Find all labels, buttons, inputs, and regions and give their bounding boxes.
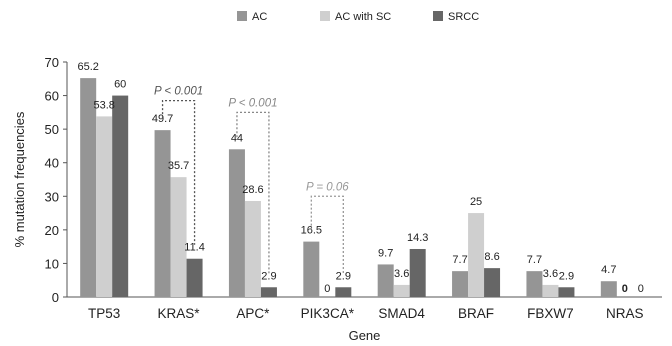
legend-swatch-2: [433, 11, 443, 21]
bar-0-3: [303, 241, 320, 297]
data-label-2-0: 60: [114, 79, 126, 91]
data-label-1-7: 0: [622, 283, 628, 295]
p-value-label-0: P < 0.001: [154, 86, 203, 98]
bar-1-5: [468, 213, 485, 297]
y-tick-label-70: 70: [45, 55, 59, 70]
data-label-0-5: 7.7: [452, 254, 467, 266]
y-tick-label-20: 20: [45, 223, 59, 238]
x-tick-label-4: SMAD4: [378, 306, 425, 321]
x-tick-label-1: KRAS*: [158, 306, 201, 321]
y-tick-label-10: 10: [45, 256, 59, 271]
y-tick-label-60: 60: [45, 89, 59, 104]
data-label-1-3: 0: [324, 283, 330, 295]
data-label-1-2: 28.6: [242, 184, 263, 196]
data-label-0-7: 4.7: [601, 264, 616, 276]
bars: [80, 78, 617, 297]
bar-1-2: [244, 200, 261, 297]
bar-1-0: [96, 116, 113, 297]
bar-1-4: [393, 284, 410, 297]
bar-2-1: [186, 258, 203, 297]
bar-0-0: [80, 78, 97, 297]
bar-2-0: [112, 95, 129, 297]
data-label-1-6: 3.6: [543, 268, 558, 280]
legend-swatch-0: [237, 11, 247, 21]
bar-1-6: [542, 284, 559, 297]
data-label-1-5: 25: [470, 196, 482, 208]
x-tick-label-6: FBXW7: [527, 306, 574, 321]
bar-2-5: [484, 268, 501, 297]
p-value-label-2: P = 0.06: [306, 181, 349, 193]
data-label-0-0: 65.2: [77, 61, 98, 73]
bar-0-6: [526, 271, 543, 297]
data-label-0-1: 49.7: [152, 113, 173, 125]
bar-2-2: [260, 287, 277, 297]
x-tick-label-3: PIK3CA*: [301, 306, 355, 321]
data-labels: 65.2 49.7 44 16.5 9.7 7.7 7.7 4.7 53.8 35.7 28.6 0 3…: [77, 61, 643, 295]
data-label-2-2: 2.9: [261, 270, 276, 282]
bar-2-4: [409, 248, 426, 297]
bar-0-1: [154, 130, 171, 297]
x-tick-label-7: NRAS: [606, 306, 644, 321]
x-tick-label-0: TP53: [88, 306, 120, 321]
data-label-0-6: 7.7: [527, 254, 542, 266]
data-label-2-4: 14.3: [407, 232, 428, 244]
data-label-1-0: 53.8: [93, 99, 114, 111]
legend-label-2: SRCC: [448, 11, 479, 23]
data-label-2-7: 0: [638, 283, 644, 295]
axes: 0 10 20 30 40 50 60 70 TP53 KRAS* APC* PIK3CA* SMAD4…: [45, 55, 662, 321]
sig-bracket-1: [236, 111, 270, 274]
bar-0-5: [452, 271, 469, 297]
y-tick-label-50: 50: [45, 122, 59, 137]
bar-0-2: [228, 149, 245, 297]
data-label-0-3: 16.5: [301, 225, 322, 237]
x-tick-label-5: BRAF: [458, 306, 494, 321]
legend: AC AC with SC SRCC: [237, 11, 479, 23]
legend-label-1: AC with SC: [335, 11, 391, 23]
bar-1-1: [170, 177, 187, 297]
data-label-2-6: 2.9: [559, 270, 574, 282]
data-label-0-4: 9.7: [378, 247, 393, 259]
data-label-2-1: 11.4: [184, 242, 205, 254]
annotations: P < 0.001 P < 0.001 P = 0.06: [154, 86, 349, 274]
legend-label-0: AC: [252, 11, 267, 23]
bar-0-4: [377, 264, 394, 297]
y-axis-title: % mutation frequencies: [12, 111, 27, 247]
sig-bracket-2: [310, 195, 344, 274]
sig-bracket-0: [161, 99, 196, 245]
y-tick-label-40: 40: [45, 156, 59, 171]
data-label-2-3: 2.9: [336, 270, 351, 282]
data-label-1-4: 3.6: [394, 268, 409, 280]
bar-2-3: [335, 287, 352, 297]
data-label-1-1: 35.7: [168, 160, 189, 172]
legend-swatch-1: [320, 11, 330, 21]
x-tick-label-2: APC*: [236, 306, 270, 321]
p-value-label-1: P < 0.001: [228, 97, 277, 109]
bar-2-6: [558, 287, 575, 297]
y-tick-label-0: 0: [52, 290, 59, 305]
x-axis-title: Gene: [349, 328, 381, 343]
data-label-0-2: 44: [231, 132, 243, 144]
y-tick-label-30: 30: [45, 189, 59, 204]
data-label-2-5: 8.6: [484, 251, 499, 263]
bar-0-7: [600, 281, 617, 297]
